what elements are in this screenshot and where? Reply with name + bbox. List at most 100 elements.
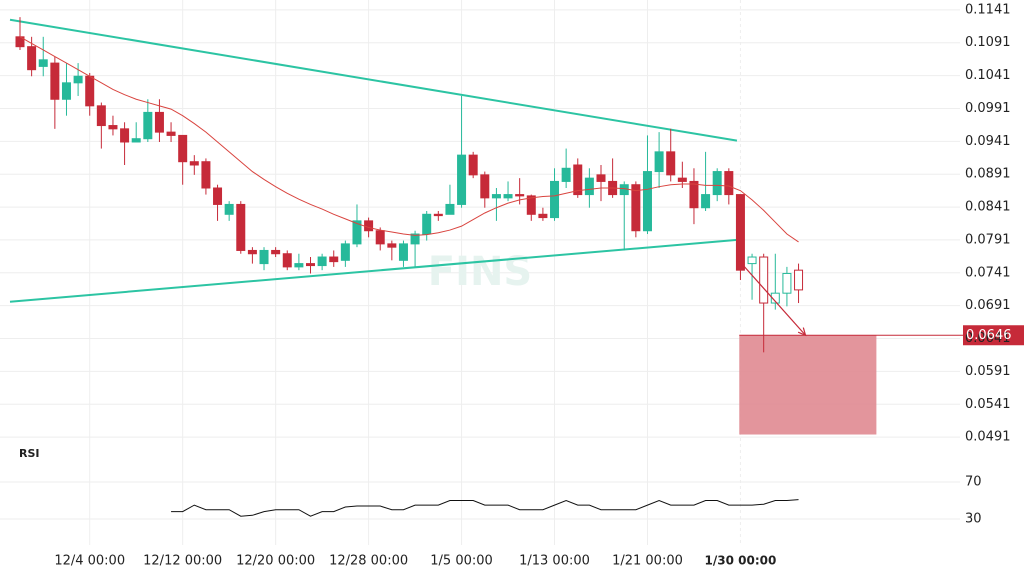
x-tick-label: 1/30 00:00 (705, 554, 777, 568)
candle-body (247, 249, 257, 255)
candle-body (410, 233, 420, 245)
rsi-tick-label: 30 (965, 512, 982, 527)
candle-body (61, 82, 71, 100)
candle-body (398, 243, 408, 261)
x-tick-label: 12/4 00:00 (54, 554, 125, 569)
candle-body (654, 151, 664, 173)
candle-body (759, 256, 769, 304)
candle-body (445, 203, 455, 215)
y-tick-label: 0.0541 (965, 397, 1011, 412)
candle-body (422, 213, 432, 235)
candle-body (154, 111, 164, 133)
candle-body (794, 269, 804, 291)
target-zone (739, 335, 877, 435)
x-tick-label: 1/5 00:00 (430, 554, 493, 569)
y-tick-label: 0.0591 (965, 364, 1011, 379)
candle-body (178, 134, 188, 163)
candle-body (782, 272, 792, 294)
x-tick-label: 1/13 00:00 (519, 554, 590, 569)
trendline (9, 18, 738, 142)
candle-body (38, 59, 48, 67)
candle-body (550, 180, 560, 219)
candle-body (375, 230, 385, 245)
candle-body (515, 194, 525, 197)
candle-body (735, 194, 745, 271)
candle-body (433, 213, 443, 217)
candle-body (271, 249, 281, 255)
candle-body (27, 46, 37, 71)
candle-body (619, 184, 629, 196)
candle-body (677, 177, 687, 182)
candle-body (364, 220, 374, 232)
candle-body (189, 161, 199, 166)
last-price-box (963, 325, 1024, 346)
candle-body (340, 243, 350, 261)
candle-body (294, 263, 304, 268)
arrow-head (797, 327, 807, 337)
candle-body (306, 263, 315, 267)
candle-body (457, 154, 467, 205)
candle-body (143, 111, 153, 140)
rsi-label: RSI (19, 447, 40, 460)
plot (9, 17, 1024, 435)
moving-average (19, 36, 799, 243)
x-tick-label: 1/21 00:00 (612, 554, 683, 569)
y-tick-label: 0.0841 (965, 200, 1011, 215)
candle-body (387, 243, 397, 248)
candle-body (224, 203, 234, 215)
candle-body (259, 249, 269, 265)
candle-body (491, 194, 501, 199)
y-tick-label: 0.0941 (965, 134, 1011, 149)
y-tick-label: 0.1141 (965, 2, 1011, 17)
y-tick-label: 0.0641 (965, 331, 1011, 346)
x-tick-label: 12/20 00:00 (236, 554, 315, 569)
y-tick-label: 0.0991 (965, 101, 1011, 116)
candle-body (96, 105, 106, 127)
candle-body (666, 151, 676, 176)
arrow (739, 261, 806, 336)
candle-body (561, 167, 571, 182)
candle-body (701, 194, 711, 209)
watermark: FINS (428, 249, 533, 295)
candle-body (282, 253, 292, 268)
candle-body (329, 256, 339, 263)
rsi-tick-label: 70 (965, 475, 982, 490)
candle-body (503, 194, 513, 199)
candle-body (480, 174, 490, 199)
candle-body (317, 256, 327, 267)
y-tick-label: 0.0891 (965, 167, 1011, 182)
candle-body (166, 131, 176, 136)
candle-body (642, 171, 652, 232)
rsi-line (171, 499, 799, 517)
candle-body (631, 184, 641, 232)
candle-body (108, 125, 118, 130)
y-tick-label: 0.1041 (965, 68, 1011, 83)
candle-body (201, 161, 211, 189)
candle-body (724, 171, 734, 196)
y-tick-label: 0.0741 (965, 265, 1011, 280)
last-price-label: 0.0646 (966, 328, 1012, 343)
candle-body (573, 164, 583, 196)
candle-body (120, 128, 130, 143)
x-tick-label: 12/28 00:00 (329, 554, 408, 569)
candle-body (85, 75, 95, 107)
candle-body (468, 154, 478, 176)
candle-body (73, 75, 83, 84)
y-tick-label: 0.0791 (965, 232, 1011, 247)
x-tick-label: 12/12 00:00 (143, 554, 222, 569)
y-tick-label: 0.0691 (965, 298, 1011, 313)
candle-body (213, 187, 223, 205)
candle-body (352, 220, 362, 245)
trendline (9, 238, 738, 303)
candle-body (526, 195, 536, 215)
candle-body (236, 203, 246, 251)
candle-body (596, 174, 606, 182)
candle-body (712, 171, 722, 196)
candle-body (131, 138, 141, 143)
candle-body (747, 256, 757, 265)
candle-body (689, 180, 699, 209)
candle-body (538, 213, 548, 219)
y-tick-label: 0.1091 (965, 35, 1011, 50)
candle-body (770, 292, 780, 304)
